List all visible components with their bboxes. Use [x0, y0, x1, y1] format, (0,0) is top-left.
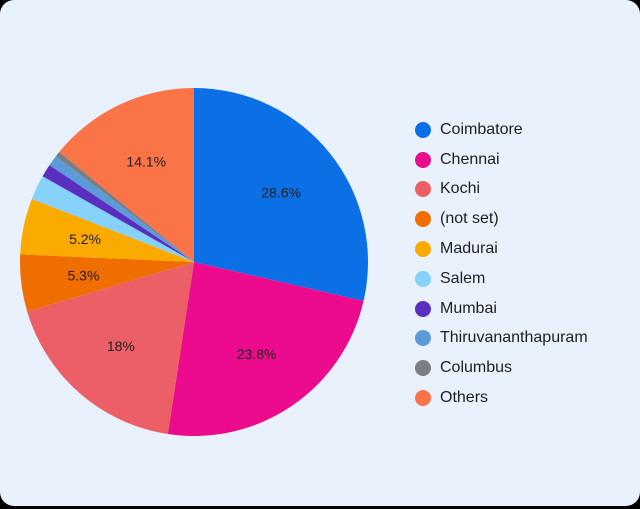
chart-legend: Coimbatore Chennai Kochi (not set) Madurai Sa… [415, 115, 588, 413]
legend-label-5: Salem [440, 269, 486, 287]
legend-swatch-4 [415, 241, 431, 258]
pie-slice-7[interactable] [49, 156, 194, 262]
slice-label-3: 5.3% [68, 268, 100, 284]
legend-label-1: Chennai [440, 150, 500, 168]
legend-swatch-0 [415, 121, 431, 138]
pie-slice-9[interactable] [59, 88, 195, 262]
legend-item-2[interactable]: Kochi [415, 175, 588, 205]
slice-label-2: 18% [107, 338, 135, 354]
pie-slice-3[interactable] [20, 254, 195, 312]
legend-label-2: Kochi [440, 180, 481, 198]
pie-slice-4[interactable] [20, 198, 194, 262]
pie-slice-8[interactable] [55, 151, 194, 262]
legend-swatch-1 [415, 151, 431, 168]
slice-label-1: 23.8% [237, 346, 277, 362]
slice-label-9: 14.1% [126, 153, 166, 169]
legend-item-6[interactable]: Mumbai [415, 294, 588, 324]
legend-swatch-5 [415, 270, 431, 287]
legend-item-5[interactable]: Salem [415, 264, 588, 294]
legend-label-9: Others [440, 389, 489, 407]
legend-swatch-7 [415, 330, 431, 347]
legend-label-4: Madurai [440, 240, 498, 258]
legend-item-1[interactable]: Chennai [415, 145, 588, 175]
pie-slice-0[interactable] [194, 88, 368, 302]
legend-swatch-6 [415, 300, 431, 317]
pie-slice-2[interactable] [27, 262, 194, 435]
legend-item-7[interactable]: Thiruvananthapuram [415, 324, 588, 354]
legend-item-9[interactable]: Others [415, 383, 588, 413]
slice-label-4: 5.2% [69, 231, 101, 247]
legend-item-8[interactable]: Columbus [415, 353, 588, 383]
pie-slice-6[interactable] [42, 165, 194, 262]
slice-label-0: 28.6% [261, 185, 301, 201]
pie-slice-1[interactable] [167, 262, 364, 436]
legend-swatch-8 [415, 360, 431, 377]
legend-swatch-9 [415, 390, 431, 407]
legend-label-0: Coimbatore [440, 120, 523, 138]
legend-item-4[interactable]: Madurai [415, 234, 588, 264]
legend-swatch-2 [415, 181, 431, 198]
pie-chart: 28.6% 23.8% 18% 5.3% 5.2% 14.1% [20, 88, 368, 436]
legend-label-8: Columbus [440, 359, 513, 377]
legend-item-0[interactable]: Coimbatore [415, 115, 588, 145]
legend-swatch-3 [415, 211, 431, 228]
legend-label-3: (not set) [440, 210, 499, 228]
legend-label-7: Thiruvananthapuram [440, 329, 588, 347]
pie-slice-5[interactable] [31, 176, 194, 262]
legend-item-3[interactable]: (not set) [415, 204, 588, 234]
legend-label-6: Mumbai [440, 299, 497, 317]
